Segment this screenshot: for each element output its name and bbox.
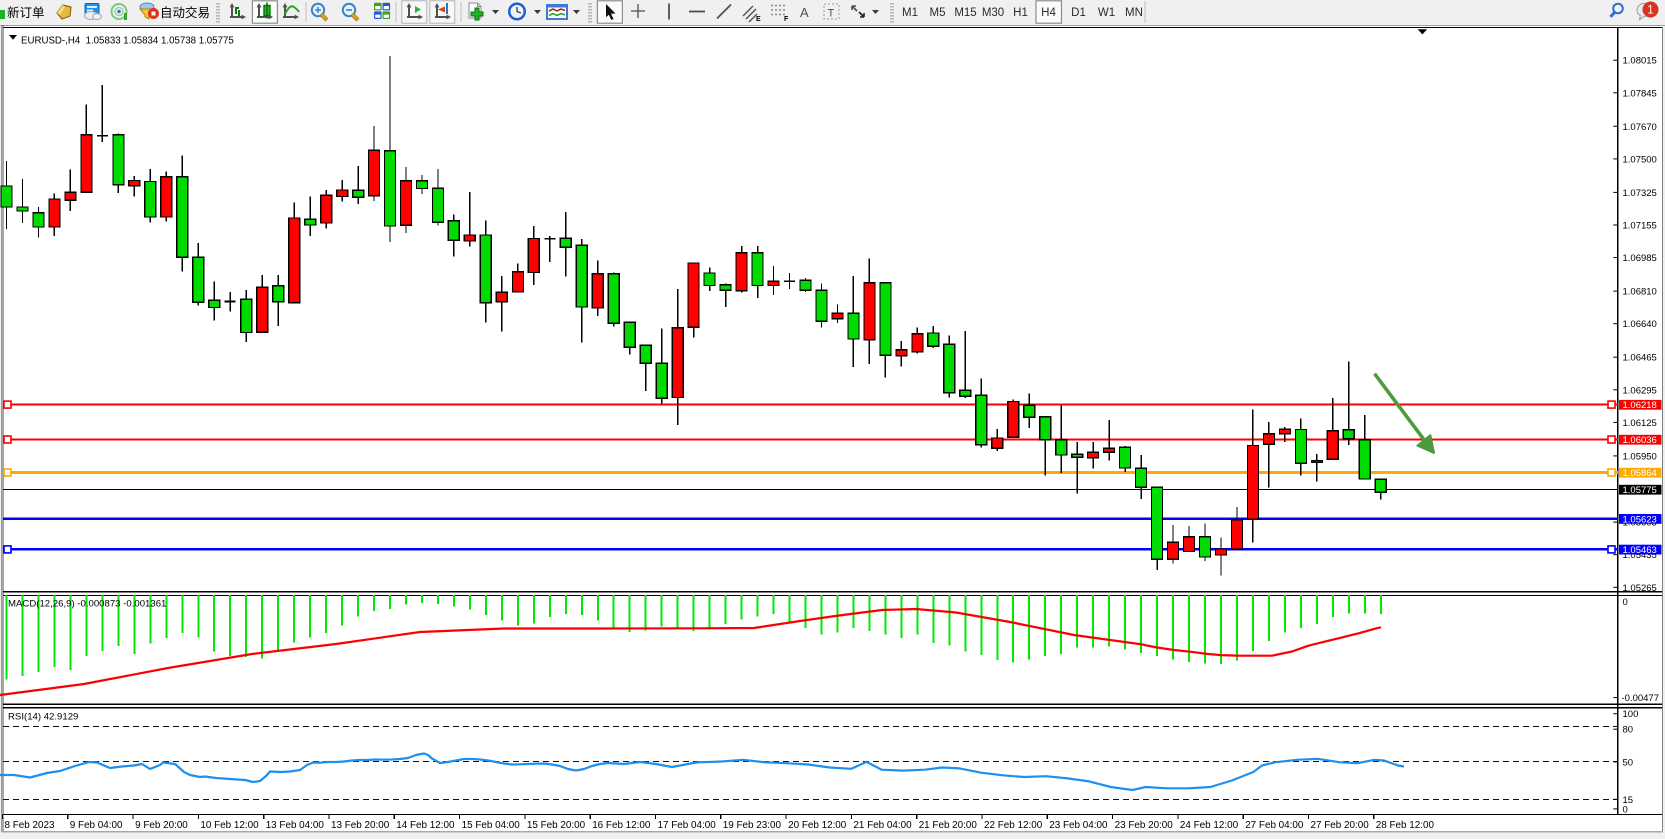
svg-text:1.06465: 1.06465: [1623, 353, 1657, 364]
svg-text:21 Feb 04:00: 21 Feb 04:00: [853, 820, 912, 831]
svg-text:1.07325: 1.07325: [1623, 188, 1657, 199]
svg-text:1.05265: 1.05265: [1623, 583, 1657, 594]
svg-text:17 Feb 04:00: 17 Feb 04:00: [658, 820, 717, 831]
svg-text:H4: H4: [1041, 7, 1056, 19]
svg-text:1: 1: [1647, 5, 1653, 17]
svg-text:1.06125: 1.06125: [1623, 418, 1657, 429]
svg-text:0: 0: [1623, 597, 1628, 608]
svg-text:0: 0: [1623, 804, 1628, 815]
svg-text:21 Feb 20:00: 21 Feb 20:00: [919, 820, 978, 831]
svg-text:1.07155: 1.07155: [1623, 221, 1657, 232]
svg-text:15: 15: [1623, 795, 1634, 806]
svg-text:100: 100: [1623, 709, 1639, 720]
svg-text:1.05775: 1.05775: [1623, 485, 1657, 496]
svg-text:23 Feb 04:00: 23 Feb 04:00: [1049, 820, 1108, 831]
svg-text:15 Feb 04:00: 15 Feb 04:00: [462, 820, 521, 831]
svg-text:M1: M1: [902, 7, 918, 19]
svg-text:1.07670: 1.07670: [1623, 122, 1657, 133]
svg-text:28 Feb 12:00: 28 Feb 12:00: [1376, 820, 1435, 831]
svg-text:50: 50: [1623, 757, 1634, 768]
svg-text:1.07845: 1.07845: [1623, 88, 1657, 99]
svg-text:8 Feb 2023: 8 Feb 2023: [5, 820, 55, 831]
svg-text:80: 80: [1623, 725, 1634, 736]
svg-text:14 Feb 12:00: 14 Feb 12:00: [396, 820, 455, 831]
svg-text:自动交易: 自动交易: [160, 5, 210, 20]
svg-text:1.06810: 1.06810: [1623, 287, 1657, 298]
svg-text:MACD(12,26,9) -0.000873 -0.001: MACD(12,26,9) -0.000873 -0.001361: [8, 599, 166, 610]
svg-text:MN: MN: [1125, 7, 1143, 19]
svg-text:1.06295: 1.06295: [1623, 385, 1657, 396]
svg-text:24 Feb 12:00: 24 Feb 12:00: [1180, 820, 1239, 831]
svg-text:20 Feb 12:00: 20 Feb 12:00: [788, 820, 847, 831]
svg-text:10 Feb 12:00: 10 Feb 12:00: [200, 820, 259, 831]
svg-text:H1: H1: [1013, 7, 1028, 19]
svg-text:M30: M30: [982, 7, 1004, 19]
svg-text:1.05864: 1.05864: [1623, 468, 1657, 479]
svg-text:-0.00477: -0.00477: [1622, 693, 1660, 704]
svg-text:1.05463: 1.05463: [1623, 545, 1657, 556]
svg-text:1.05950: 1.05950: [1623, 451, 1657, 462]
svg-text:9 Feb 04:00: 9 Feb 04:00: [70, 820, 123, 831]
svg-text:A: A: [800, 5, 809, 20]
svg-text:新订单: 新订单: [7, 5, 45, 20]
svg-text:D1: D1: [1071, 7, 1086, 19]
svg-text:1.06985: 1.06985: [1623, 253, 1657, 264]
svg-text:13 Feb 04:00: 13 Feb 04:00: [266, 820, 325, 831]
svg-text:E: E: [756, 16, 761, 23]
svg-text:13 Feb 20:00: 13 Feb 20:00: [331, 820, 390, 831]
svg-text:1.07500: 1.07500: [1623, 154, 1657, 165]
svg-text:23 Feb 20:00: 23 Feb 20:00: [1115, 820, 1174, 831]
svg-text:1.06036: 1.06036: [1623, 435, 1657, 446]
svg-text:1.05435: 1.05435: [1623, 550, 1657, 561]
svg-text:27 Feb 20:00: 27 Feb 20:00: [1311, 820, 1370, 831]
svg-text:F: F: [784, 16, 789, 23]
svg-text:EURUSD-,H4 1.05833 1.05834 1.: EURUSD-,H4 1.05833 1.05834 1.05738 1.057…: [21, 36, 234, 47]
svg-text:16 Feb 12:00: 16 Feb 12:00: [592, 820, 651, 831]
svg-text:1.06640: 1.06640: [1623, 319, 1657, 330]
svg-text:19 Feb 23:00: 19 Feb 23:00: [723, 820, 782, 831]
svg-text:1.05623: 1.05623: [1623, 514, 1657, 525]
svg-text:22 Feb 12:00: 22 Feb 12:00: [984, 820, 1043, 831]
svg-text:M15: M15: [954, 7, 976, 19]
svg-text:1.06218: 1.06218: [1623, 400, 1657, 411]
svg-text:1.08015: 1.08015: [1623, 56, 1657, 67]
svg-text:9 Feb 20:00: 9 Feb 20:00: [135, 820, 188, 831]
svg-text:27 Feb 04:00: 27 Feb 04:00: [1245, 820, 1304, 831]
svg-text:RSI(14) 42.9129: RSI(14) 42.9129: [8, 712, 78, 723]
svg-text:W1: W1: [1098, 7, 1115, 19]
svg-text:15 Feb 20:00: 15 Feb 20:00: [527, 820, 586, 831]
svg-text:T: T: [828, 8, 835, 20]
svg-text:M5: M5: [930, 7, 946, 19]
